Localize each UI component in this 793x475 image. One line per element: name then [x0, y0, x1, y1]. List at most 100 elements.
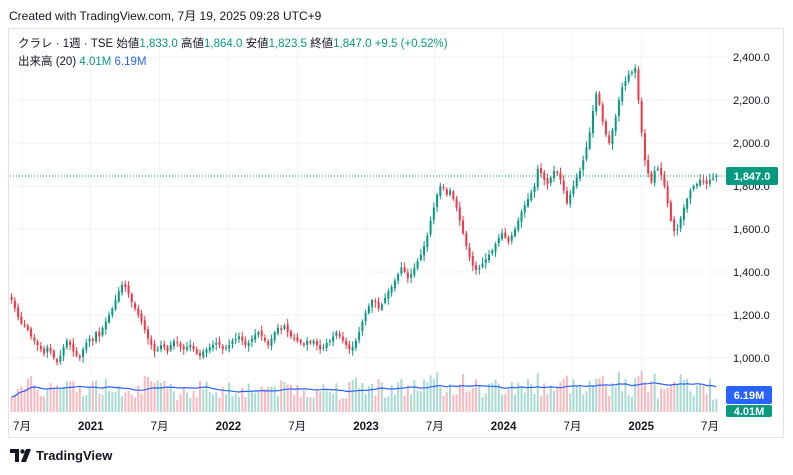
candle-body	[273, 332, 276, 340]
volume-bar	[156, 380, 159, 412]
volume-bar	[643, 382, 646, 412]
candle-body	[419, 254, 422, 260]
volume-bar	[62, 386, 65, 412]
candle-body	[247, 342, 250, 347]
volume-bar	[263, 389, 266, 412]
volume-bar	[250, 390, 253, 412]
x-tick-label: 7月	[151, 421, 169, 433]
volume-bar	[624, 378, 627, 412]
volume-bar	[247, 383, 250, 412]
candle-body	[341, 336, 344, 341]
volume-bar	[501, 395, 504, 412]
candle-body	[410, 274, 413, 278]
candle-body	[569, 194, 572, 204]
volume-bar	[478, 385, 481, 412]
candle-body	[364, 312, 367, 322]
candle-body	[306, 340, 309, 345]
candle-body	[686, 198, 689, 209]
symbol-label[interactable]: クラレ · 1週 · TSE	[18, 38, 114, 50]
volume-bar	[69, 381, 72, 412]
volume-bar	[595, 378, 598, 412]
volume-bar	[299, 397, 302, 412]
volume-bar	[387, 396, 390, 412]
volume-bar	[673, 381, 676, 412]
candle-body	[423, 246, 426, 256]
volume-label[interactable]: 出来高 (20)	[18, 56, 77, 68]
volume-bar	[377, 379, 380, 412]
candle-body	[699, 179, 702, 186]
volume-bar	[455, 394, 458, 412]
candle-body	[666, 186, 669, 204]
candle-body	[400, 267, 403, 274]
volume-bar	[416, 390, 419, 412]
candle-body	[630, 72, 633, 74]
volume-bar	[361, 383, 364, 412]
candle-body	[637, 69, 640, 101]
candle-body	[147, 329, 150, 339]
volume-bar	[429, 375, 432, 412]
y-tick-label: 1,000.0	[733, 353, 770, 365]
volume-bar	[598, 378, 601, 412]
candle-body	[354, 340, 357, 349]
candle-body	[127, 285, 130, 294]
volume-bar	[695, 385, 698, 412]
volume-bar	[400, 379, 403, 412]
candle-body	[250, 338, 253, 342]
volume-bar	[432, 379, 435, 412]
candle-body	[13, 300, 16, 309]
candle-body	[488, 254, 491, 261]
volume-bar	[257, 392, 260, 412]
candle-body	[263, 337, 266, 341]
volume-bar	[195, 397, 198, 412]
volume-bar	[481, 397, 484, 412]
volume-bar	[328, 392, 331, 412]
x-tick-label: 7月	[701, 421, 719, 433]
candle-body	[46, 347, 49, 353]
volume-bar	[20, 386, 23, 412]
created-caption: Created with TradingView.com, 7月 19, 202…	[9, 9, 322, 23]
candle-body	[501, 233, 504, 239]
volume-bar	[556, 387, 559, 412]
volume-bar	[114, 392, 117, 412]
candle-body	[39, 345, 42, 350]
candle-body	[130, 293, 133, 303]
volume-bar	[585, 391, 588, 412]
volume-bar	[715, 398, 718, 412]
x-tick-label: 2021	[78, 421, 104, 433]
candle-body	[510, 235, 513, 241]
volume-bar	[338, 399, 341, 412]
volume-bar	[13, 394, 16, 412]
volume-bar	[676, 384, 679, 412]
candle-body	[195, 349, 198, 354]
candle-body	[23, 324, 26, 326]
candle-body	[575, 177, 578, 187]
candle-body	[117, 291, 120, 302]
volume-bar	[325, 388, 328, 412]
volume-bar	[640, 370, 643, 412]
candle-body	[507, 237, 510, 242]
x-tick-label: 7月	[13, 421, 31, 433]
candle-body	[114, 299, 117, 310]
volume-bar	[286, 384, 289, 412]
candle-body	[403, 267, 406, 272]
candle-body	[315, 341, 318, 346]
volume-bar	[224, 394, 227, 412]
volume-value: 4.01M	[79, 56, 112, 68]
candle-body	[205, 349, 208, 353]
volume-bar	[46, 388, 49, 412]
volume-bar	[689, 391, 692, 412]
candle-body	[471, 256, 474, 266]
volume-bar	[231, 396, 234, 412]
volume-bar	[468, 391, 471, 412]
volume-bar	[536, 372, 539, 412]
volume-bar	[413, 379, 416, 412]
y-tick-label: 2,200.0	[733, 95, 770, 107]
candle-body	[491, 250, 494, 254]
ohlc-legend: クラレ · 1週 · TSE 始値1,833.0 高値1,864.0 安値1,8…	[18, 35, 448, 51]
volume-bar	[637, 376, 640, 412]
volume-bar	[520, 387, 523, 412]
candle-body	[608, 135, 611, 144]
volume-bar	[705, 394, 708, 412]
volume-bar	[192, 390, 195, 412]
